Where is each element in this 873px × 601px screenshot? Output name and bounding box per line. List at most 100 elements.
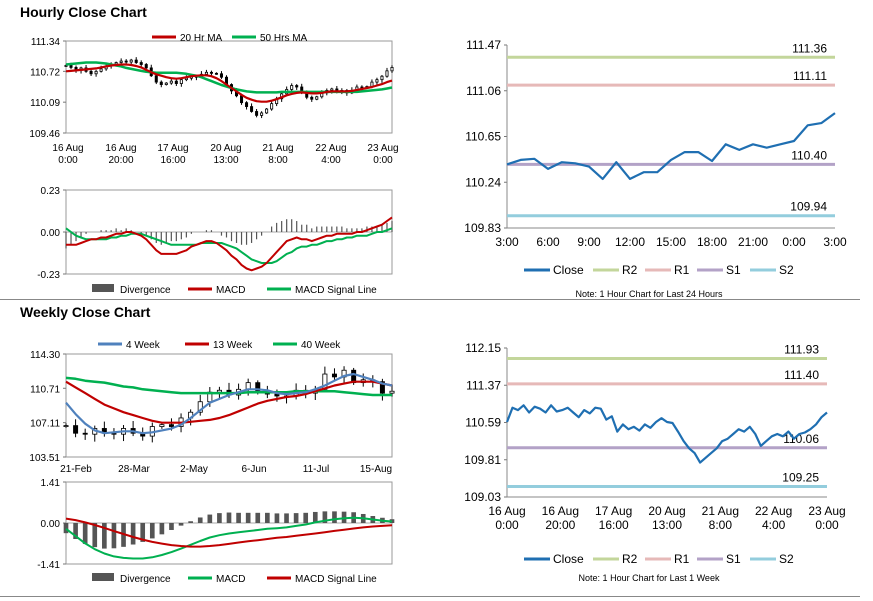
hourly-pivot-x-label-3: 12:00 bbox=[615, 235, 645, 249]
weekly-pivot-x-sublabel-6: 0:00 bbox=[815, 518, 839, 532]
weekly-pivot-y-tick-4: 109.03 bbox=[464, 490, 501, 504]
hourly-candle-46 bbox=[295, 85, 299, 88]
hourly-pivot-y-tick-2: 110.65 bbox=[465, 130, 501, 144]
hourly-x-label-3: 20 Aug bbox=[210, 143, 241, 154]
weekly-divergence-bar-10 bbox=[159, 523, 165, 535]
hourly-candle-21 bbox=[169, 80, 173, 84]
hourly-x-sublabel-6: 0:00 bbox=[373, 155, 393, 166]
hourly-x-sublabel-0: 0:00 bbox=[58, 155, 78, 166]
weekly-pivot-y-tick-2: 110.59 bbox=[465, 416, 501, 430]
hourly-candle-18 bbox=[154, 75, 158, 83]
weekly-candle-14 bbox=[197, 401, 203, 413]
hourly-candle-22 bbox=[174, 80, 178, 84]
weekly-divergence-bar-0 bbox=[63, 523, 69, 534]
hourly-candle-y-tick-0: 111.34 bbox=[31, 37, 61, 48]
weekly-pivot-x-sublabel-3: 13:00 bbox=[652, 518, 682, 532]
hourly-macd-legend-divergence-label: Divergence bbox=[120, 285, 171, 296]
hourly-macd-legend-divergence-swatch bbox=[92, 284, 114, 292]
weekly-divergence-bar-20 bbox=[255, 512, 261, 523]
hourly-candle-y-tick-1: 110.72 bbox=[30, 67, 60, 78]
hourly-macd-legend-macd-label: MACD bbox=[216, 285, 245, 296]
weekly-legend-13week-label: 13 Week bbox=[213, 340, 253, 351]
hourly-x-sublabel-3: 13:00 bbox=[213, 155, 238, 166]
weekly-divergence-bar-1 bbox=[73, 523, 78, 539]
weekly-legend-40week-label: 40 Week bbox=[301, 340, 341, 351]
weekly-signal-line bbox=[65, 517, 393, 548]
weekly-ma4-line bbox=[65, 372, 393, 435]
hourly-pivot-legend-label-0: Close bbox=[553, 263, 584, 277]
weekly-divergence-bar-11 bbox=[169, 523, 174, 530]
weekly-candle-11 bbox=[168, 424, 174, 427]
hourly-pivot-y-tick-4: 109.83 bbox=[464, 221, 501, 235]
hourly-pivot-s1-label: 110.40 bbox=[791, 148, 827, 162]
weekly-divergence-bar-5 bbox=[111, 523, 117, 549]
hourly-candle-31 bbox=[219, 73, 223, 78]
hourly-macd-y-tick-0: 0.23 bbox=[41, 186, 61, 197]
weekly-ma40-line bbox=[65, 376, 392, 397]
hourly-x-label-1: 16 Aug bbox=[105, 143, 136, 154]
weekly-pivot-note: Note: 1 Hour Chart for Last 1 Week bbox=[579, 573, 720, 583]
weekly-pivot-x-label-3: 20 Aug bbox=[648, 504, 685, 518]
hourly-candle-10 bbox=[114, 62, 118, 65]
hourly-pivot-x-label-4: 15:00 bbox=[656, 235, 686, 249]
hourly-candle-62 bbox=[375, 79, 379, 83]
hourly-section-title: Hourly Close Chart bbox=[20, 4, 147, 20]
weekly-divergence-bar-12 bbox=[178, 523, 184, 526]
hourly-candle-5 bbox=[89, 70, 93, 75]
hourly-candle-49 bbox=[310, 96, 314, 100]
hourly-candle-y-tick-2: 110.09 bbox=[30, 98, 60, 109]
hourly-pivot-legend-label-4: S2 bbox=[779, 263, 794, 277]
weekly-x-label-0: 21-Feb bbox=[60, 464, 92, 475]
weekly-macd-legend-divergence-swatch bbox=[92, 573, 114, 581]
weekly-macd-legend-macd-label: MACD bbox=[216, 574, 245, 585]
weekly-legend-4week-label: 4 Week bbox=[126, 340, 161, 351]
weekly-pivot-x-sublabel-5: 4:00 bbox=[762, 518, 786, 532]
weekly-divergence-bar-7 bbox=[130, 523, 136, 545]
section-divider bbox=[0, 299, 860, 300]
weekly-divergence-bar-8 bbox=[140, 523, 146, 542]
hourly-candle-13 bbox=[129, 59, 133, 63]
weekly-candle-22 bbox=[274, 393, 280, 397]
hourly-legend-ma20-label: 20 Hr MA bbox=[180, 33, 223, 44]
hourly-x-label-4: 21 Aug bbox=[262, 143, 293, 154]
weekly-divergence-bar-25 bbox=[303, 512, 309, 523]
hourly-x-sublabel-4: 8:00 bbox=[268, 155, 288, 166]
weekly-x-label-1: 28-Mar bbox=[118, 464, 150, 475]
hourly-pivot-legend-label-2: R1 bbox=[674, 263, 690, 277]
hourly-x-label-2: 17 Aug bbox=[157, 143, 188, 154]
hourly-candle-37 bbox=[250, 106, 254, 112]
hourly-candle-40 bbox=[265, 108, 269, 114]
hourly-macd-y-tick-2: -0.23 bbox=[37, 270, 60, 281]
hourly-x-label-0: 16 Aug bbox=[52, 143, 83, 154]
weekly-pivot-y-tick-1: 111.37 bbox=[466, 378, 501, 392]
weekly-pivot-x-label-2: 17 Aug bbox=[595, 504, 632, 518]
weekly-divergence-bar-9 bbox=[149, 523, 155, 539]
weekly-candle-1 bbox=[73, 425, 79, 434]
hourly-candle-28 bbox=[204, 71, 208, 75]
weekly-pivot-legend-label-2: R1 bbox=[674, 552, 690, 566]
hourly-candle-35 bbox=[240, 95, 244, 104]
bottom-divider bbox=[0, 596, 860, 597]
hourly-pivot-y-tick-3: 110.24 bbox=[465, 175, 501, 189]
weekly-divergence-bar-24 bbox=[293, 513, 299, 523]
weekly-pivot-legend-label-0: Close bbox=[553, 552, 584, 566]
weekly-candle-0 bbox=[63, 425, 69, 427]
hourly-candle-65 bbox=[390, 67, 394, 72]
hourly-pivot-note: Note: 1 Hour Chart for Last 24 Hours bbox=[575, 289, 723, 299]
hourly-legend-ma50-label: 50 Hrs MA bbox=[260, 33, 308, 44]
weekly-pivot-x-sublabel-0: 0:00 bbox=[495, 518, 519, 532]
hourly-pivot-r2-label: 111.36 bbox=[792, 41, 827, 55]
hourly-macd-y-tick-1: 0.00 bbox=[41, 228, 61, 239]
weekly-pivot-legend-label-1: R2 bbox=[622, 552, 638, 566]
weekly-divergence-bar-14 bbox=[197, 517, 203, 523]
weekly-divergence-bar-26 bbox=[312, 511, 318, 523]
weekly-pivot-r1-label: 111.40 bbox=[784, 368, 819, 382]
weekly-candle-y-tick-3: 103.51 bbox=[29, 453, 60, 464]
weekly-divergence-bar-27 bbox=[322, 511, 328, 523]
hourly-macd-line bbox=[66, 216, 393, 272]
weekly-pivot-s2-label: 109.25 bbox=[782, 470, 819, 484]
hourly-pivot-x-label-6: 21:00 bbox=[738, 235, 768, 249]
weekly-divergence-bar-15 bbox=[207, 514, 213, 523]
hourly-pivot-s2-label: 109.94 bbox=[790, 200, 827, 214]
weekly-macd-legend-divergence-label: Divergence bbox=[120, 574, 171, 585]
